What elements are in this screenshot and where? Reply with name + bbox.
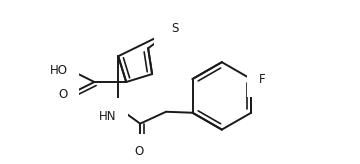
Text: O: O — [58, 88, 67, 101]
Text: F: F — [259, 72, 266, 85]
Text: S: S — [171, 22, 179, 35]
Text: O: O — [135, 145, 144, 158]
Text: HO: HO — [49, 64, 67, 77]
Text: HN: HN — [99, 110, 116, 123]
